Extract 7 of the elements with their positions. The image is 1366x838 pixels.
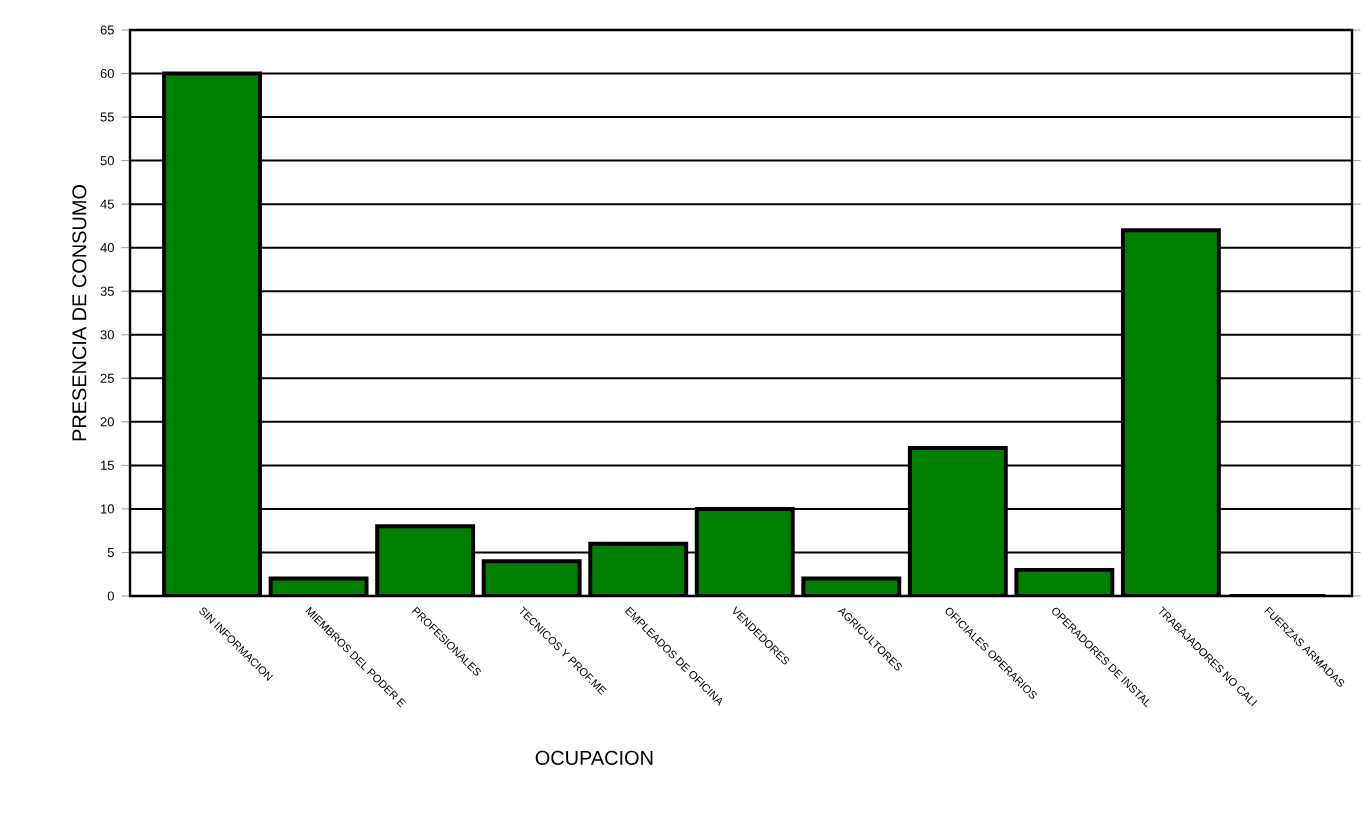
x-axis-title: OCUPACION xyxy=(535,750,653,765)
bar xyxy=(909,447,1006,596)
bar xyxy=(696,508,793,596)
bar xyxy=(1122,230,1219,596)
bar xyxy=(164,73,260,596)
bar xyxy=(377,526,474,596)
y-axis-title: PRESENCIA DE CONSUMO xyxy=(72,184,87,441)
